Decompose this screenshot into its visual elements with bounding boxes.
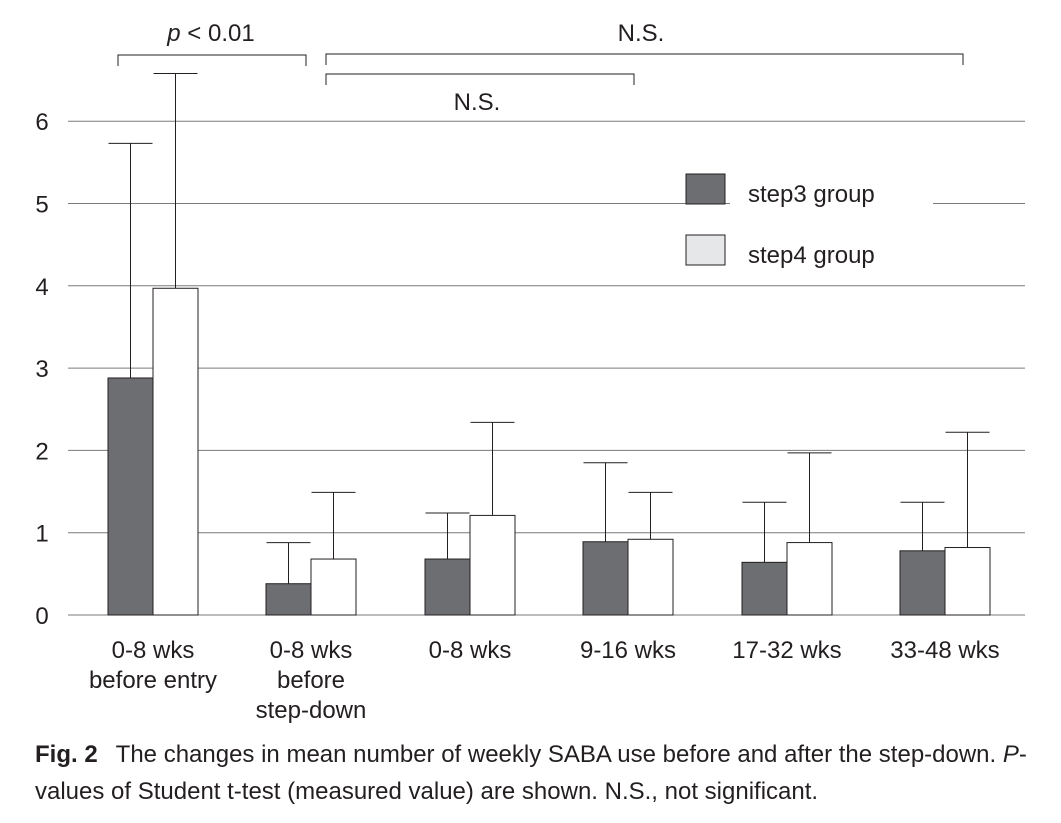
- legend-background: [730, 168, 933, 280]
- legend-swatch: [685, 173, 726, 205]
- x-tick-label: 9-16 wks: [580, 637, 676, 664]
- figure-label: Fig. 2: [35, 741, 98, 768]
- x-tick-label: 33-48 wks: [890, 637, 999, 664]
- bar: [310, 558, 357, 616]
- x-tick-label: 17-32 wks: [732, 637, 841, 664]
- significance-bracket: [325, 53, 964, 65]
- bar: [786, 542, 833, 616]
- caption-text-1: The changes in mean number of weekly SAB…: [115, 741, 1003, 768]
- x-tick-label: step-down: [256, 697, 367, 724]
- bar: [582, 541, 629, 616]
- bar: [265, 583, 312, 616]
- caption-p-italic: P: [1002, 741, 1019, 768]
- bar: [741, 561, 788, 616]
- x-tick-label: 0-8 wks: [270, 637, 353, 664]
- legend-label: step3 group: [748, 181, 875, 208]
- y-tick-label: 4: [35, 274, 48, 301]
- caption-text-2: -values of Student t-test (measured valu…: [35, 741, 1027, 805]
- y-tick-label: 2: [35, 438, 48, 465]
- bar: [899, 550, 946, 616]
- y-tick-label: 1: [35, 521, 48, 548]
- significance-bracket: [325, 73, 635, 85]
- y-tick-label: 3: [35, 356, 48, 383]
- bar: [107, 377, 154, 616]
- y-tick-label: 0: [35, 603, 48, 630]
- x-tick-label: 0-8 wks: [112, 637, 195, 664]
- bar-chart: 0 1 2 3 4 5 6 0-8 wks before entry 0-8 wks before s…: [35, 20, 1025, 724]
- bar: [424, 558, 471, 616]
- legend-swatch: [685, 234, 726, 266]
- significance-label: N.S.: [454, 89, 501, 116]
- figure-caption: Fig. 2 The changes in mean number of week…: [35, 736, 1035, 810]
- x-tick-label: 0-8 wks: [429, 637, 512, 664]
- significance-bracket: [117, 54, 307, 66]
- y-tick-label: 6: [35, 109, 48, 136]
- significance-label: p < 0.01: [166, 20, 254, 47]
- significance-label: N.S.: [618, 20, 665, 47]
- legend-label: step4 group: [748, 242, 875, 269]
- bar: [469, 514, 516, 616]
- x-tick-label: before entry: [89, 667, 217, 694]
- bar: [152, 287, 199, 616]
- bar: [944, 547, 991, 616]
- y-tick-label: 5: [35, 192, 48, 219]
- x-tick-label: before: [277, 667, 345, 694]
- bar: [627, 538, 674, 616]
